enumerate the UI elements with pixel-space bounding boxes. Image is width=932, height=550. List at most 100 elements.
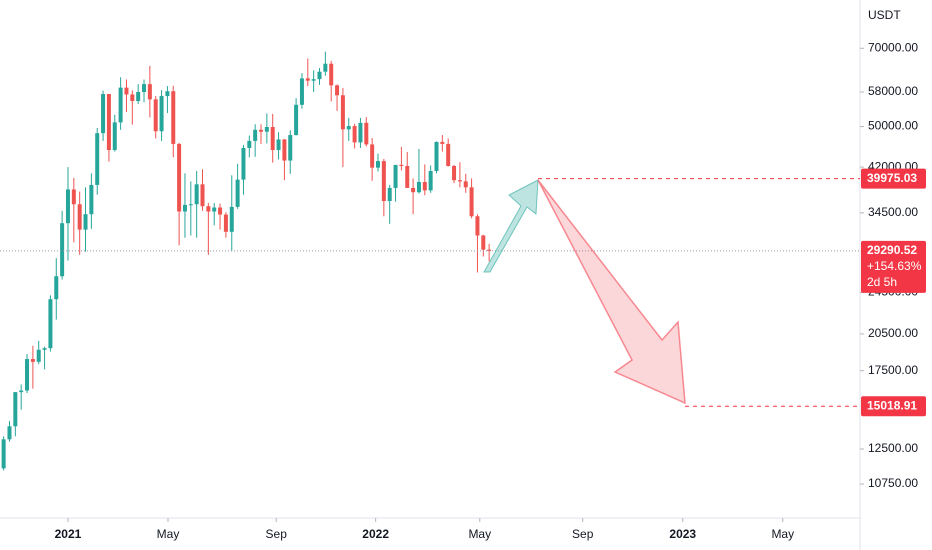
x-tick-label: 2021	[55, 527, 82, 541]
candle-body	[364, 122, 369, 145]
candle-body	[7, 426, 12, 440]
candle-body	[253, 129, 258, 141]
currency-label: USDT	[868, 8, 901, 22]
candle-body	[1, 439, 6, 469]
candle-body	[13, 392, 18, 427]
candle-body	[434, 141, 439, 172]
candle-body	[446, 143, 451, 166]
candle-body	[218, 207, 223, 215]
x-tick-label: Sep	[266, 527, 288, 541]
candle-body	[223, 214, 228, 232]
candle-body	[118, 87, 123, 123]
candle-body	[177, 143, 182, 212]
last-price-box	[861, 240, 926, 293]
candle-body	[48, 299, 53, 349]
y-tick-label: 70000.00	[868, 40, 918, 54]
candle-body	[299, 78, 304, 105]
candle-body	[358, 122, 363, 143]
candle-body	[60, 223, 65, 277]
candle-body	[411, 187, 416, 193]
candle-body	[452, 165, 457, 181]
candle-body	[71, 189, 76, 205]
plot-area	[0, 51, 860, 471]
candle-body	[370, 144, 375, 168]
x-tick-label: May	[468, 527, 491, 541]
candle-body	[200, 184, 205, 207]
price-label-box	[861, 168, 926, 189]
candle-body	[346, 126, 351, 130]
candle-body	[36, 349, 41, 362]
y-tick-label: 34500.00	[868, 205, 918, 219]
candle-body	[83, 214, 88, 230]
y-tick-label: 17500.00	[868, 363, 918, 377]
candle-body	[264, 127, 269, 132]
y-tick-label: 20500.00	[868, 326, 918, 340]
candle-body	[77, 204, 82, 230]
last-price-label: 29290.52	[867, 243, 917, 257]
candle-body	[206, 206, 211, 212]
price-label: 15018.91	[867, 398, 917, 412]
last-price-change: +154.63%	[867, 259, 922, 273]
candle-body	[136, 92, 141, 102]
candle-body	[294, 104, 299, 136]
candle-body	[475, 216, 480, 236]
candle-body	[463, 181, 468, 188]
down-arrow	[537, 179, 686, 405]
candle-body	[147, 84, 152, 100]
candle-body	[329, 63, 334, 86]
candle-body	[101, 94, 106, 134]
candle-body	[381, 161, 386, 202]
candle-body	[405, 165, 410, 188]
candle-body	[323, 63, 328, 72]
candle-body	[457, 180, 462, 182]
candle-body	[481, 235, 486, 250]
last-price-countdown: 2d 5h	[867, 275, 897, 289]
candle-body	[335, 85, 340, 96]
candle-body	[352, 126, 357, 143]
candle-body	[276, 139, 281, 151]
candle-body	[153, 99, 158, 132]
candle-body	[95, 133, 100, 185]
candle-body	[428, 171, 433, 191]
x-tick-label: 2022	[362, 527, 389, 541]
candle-body	[305, 78, 310, 81]
x-tick-label: Sep	[572, 527, 594, 541]
candle-body	[165, 91, 170, 97]
candle-body	[65, 189, 70, 224]
y-tick-label: 50000.00	[868, 119, 918, 133]
x-tick-label: May	[157, 527, 180, 541]
candle-body	[387, 187, 392, 202]
candle-body	[416, 181, 421, 193]
candle-body	[340, 95, 345, 130]
x-tick-label: May	[771, 527, 794, 541]
candle-body	[469, 187, 474, 217]
candle-body	[30, 359, 35, 362]
x-tick-label: 2023	[669, 527, 696, 541]
price-label-box	[861, 396, 926, 417]
candle-body	[89, 184, 94, 215]
candle-body	[171, 91, 176, 144]
candle-body	[311, 79, 316, 81]
candle-body	[487, 249, 492, 251]
candle-body	[393, 164, 398, 188]
candle-body	[42, 348, 47, 350]
candle-body	[194, 184, 199, 205]
candle-body	[142, 84, 147, 93]
candle-body	[25, 359, 30, 391]
candle-body	[317, 71, 322, 80]
price-label: 39975.03	[867, 171, 917, 185]
up-arrow	[483, 179, 539, 273]
candle-body	[112, 122, 117, 151]
candle-body	[212, 207, 217, 212]
candle-body	[270, 127, 275, 151]
y-tick-label: 10750.00	[868, 476, 918, 490]
candle-body	[182, 204, 187, 212]
candle-body	[247, 140, 252, 148]
candle-body	[422, 181, 427, 191]
candle-body	[399, 164, 404, 166]
candle-body	[375, 161, 380, 168]
candle-body	[130, 94, 135, 102]
y-tick-label: 58000.00	[868, 84, 918, 98]
